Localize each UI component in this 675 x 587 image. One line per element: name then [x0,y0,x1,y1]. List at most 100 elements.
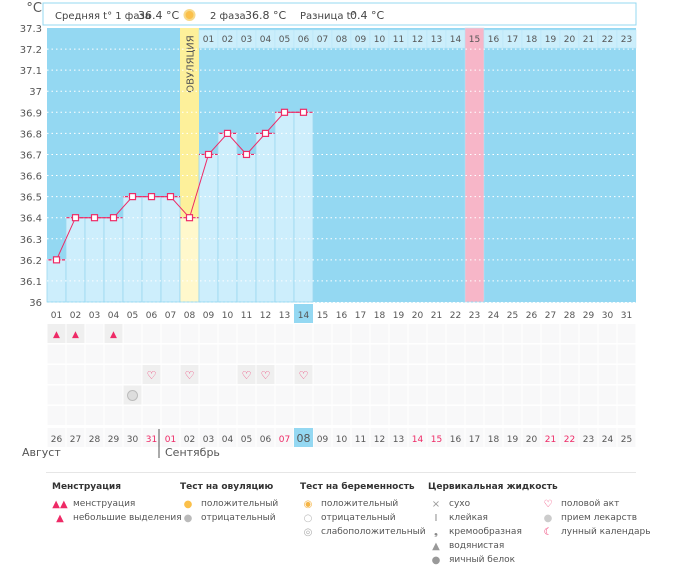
symbol-cell[interactable] [66,344,85,364]
symbol-cell[interactable] [237,365,256,384]
symbol-cell[interactable] [313,385,332,405]
symbol-cell[interactable] [180,344,199,364]
symbol-cell[interactable] [579,406,598,425]
symbol-cell[interactable] [66,406,85,425]
symbol-cell[interactable] [541,344,560,364]
symbol-cell[interactable] [256,365,275,384]
symbol-cell[interactable] [275,344,294,364]
symbol-cell[interactable] [351,344,370,364]
symbol-cell[interactable] [465,344,484,364]
symbol-cell[interactable] [332,406,351,425]
symbol-cell[interactable] [522,385,541,405]
symbol-cell[interactable] [275,385,294,405]
symbol-cell[interactable] [408,344,427,364]
symbol-cell[interactable] [142,344,161,364]
symbol-cell[interactable] [294,324,313,343]
symbol-cell[interactable] [256,324,275,343]
symbol-cell[interactable] [332,385,351,405]
symbol-cell[interactable] [237,344,256,364]
symbol-cell[interactable] [218,385,237,405]
symbol-cell[interactable] [85,406,104,425]
symbol-cell[interactable] [408,324,427,343]
symbol-cell[interactable] [484,365,503,384]
symbol-cell[interactable] [256,406,275,425]
symbol-cell[interactable] [579,344,598,364]
symbol-cell[interactable] [123,344,142,364]
symbol-cell[interactable] [579,324,598,343]
symbol-cell[interactable] [541,385,560,405]
symbol-cell[interactable] [351,324,370,343]
symbol-cell[interactable] [541,406,560,425]
symbol-cell[interactable] [408,385,427,405]
symbol-cell[interactable] [598,324,617,343]
symbol-cell[interactable] [522,365,541,384]
symbol-cell[interactable] [408,406,427,425]
symbol-cell[interactable] [503,324,522,343]
symbol-cell[interactable] [256,344,275,364]
symbol-cell[interactable] [104,324,123,343]
symbol-cell[interactable] [85,385,104,405]
symbol-cell[interactable] [389,324,408,343]
symbol-cell[interactable] [313,365,332,384]
symbol-cell[interactable] [598,344,617,364]
symbol-cell[interactable] [104,385,123,405]
symbol-cell[interactable] [313,344,332,364]
symbol-cell[interactable] [313,324,332,343]
symbol-cell[interactable] [370,365,389,384]
symbol-cell[interactable] [47,406,66,425]
symbol-cell[interactable] [294,344,313,364]
symbol-cell[interactable] [294,385,313,405]
symbol-cell[interactable] [503,406,522,425]
symbol-cell[interactable] [199,324,218,343]
symbol-cell[interactable] [142,324,161,343]
symbol-cell[interactable] [294,406,313,425]
symbol-cell[interactable] [85,324,104,343]
symbol-cell[interactable] [294,365,313,384]
symbol-cell[interactable] [560,365,579,384]
symbol-cell[interactable] [256,385,275,405]
symbol-cell[interactable] [389,406,408,425]
symbol-cell[interactable] [522,324,541,343]
symbol-cell[interactable] [427,385,446,405]
symbol-cell[interactable] [522,406,541,425]
symbol-cell[interactable] [351,385,370,405]
symbol-cell[interactable] [104,365,123,384]
symbol-cell[interactable] [199,365,218,384]
symbol-cell[interactable] [446,385,465,405]
symbol-cell[interactable] [218,324,237,343]
symbol-cell[interactable] [484,344,503,364]
symbol-cell[interactable] [104,344,123,364]
symbol-cell[interactable] [560,385,579,405]
symbol-cell[interactable] [351,365,370,384]
symbol-cell[interactable] [275,365,294,384]
symbol-cell[interactable] [142,365,161,384]
symbol-cell[interactable] [218,344,237,364]
symbol-cell[interactable] [465,365,484,384]
symbol-cell[interactable] [47,365,66,384]
symbol-cell[interactable] [522,344,541,364]
symbol-cell[interactable] [427,365,446,384]
symbol-cell[interactable] [47,324,66,343]
symbol-cell[interactable] [237,406,256,425]
symbol-cell[interactable] [484,324,503,343]
symbol-cell[interactable] [161,406,180,425]
symbol-cell[interactable] [104,406,123,425]
symbol-cell[interactable] [237,324,256,343]
symbol-cell[interactable] [370,344,389,364]
symbol-cell[interactable] [617,324,636,343]
symbol-cell[interactable] [465,406,484,425]
symbol-cell[interactable] [541,365,560,384]
symbol-cell[interactable] [465,385,484,405]
symbol-cell[interactable] [180,365,199,384]
symbol-cell[interactable] [161,344,180,364]
symbol-cell[interactable] [579,385,598,405]
symbol-cell[interactable] [541,324,560,343]
symbol-cell[interactable] [275,406,294,425]
symbol-cell[interactable] [598,365,617,384]
symbol-cell[interactable] [47,344,66,364]
symbol-cell[interactable] [617,344,636,364]
symbol-cell[interactable] [199,385,218,405]
symbol-cell[interactable] [218,406,237,425]
symbol-cell[interactable] [180,406,199,425]
symbol-cell[interactable] [142,385,161,405]
